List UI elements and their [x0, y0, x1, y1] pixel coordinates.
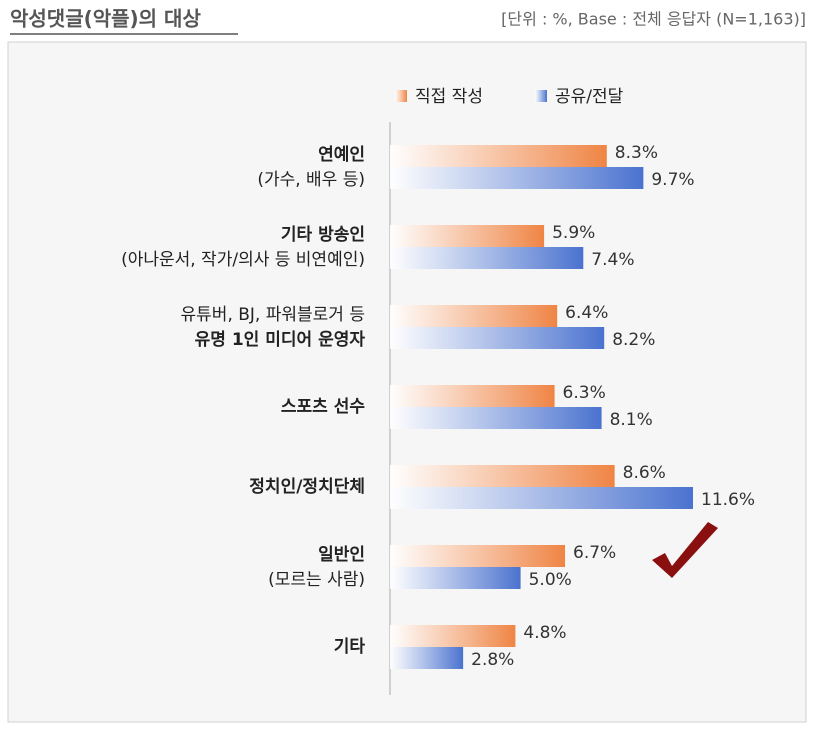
category-label: (가수, 배우 등) — [257, 170, 365, 190]
value-label: 8.1% — [610, 410, 653, 430]
bar — [390, 385, 555, 407]
bar — [390, 247, 584, 269]
legend-label: 공유/전달 — [555, 87, 624, 107]
check-mark — [652, 522, 718, 578]
value-label: 6.3% — [563, 383, 606, 403]
plot-frame — [7, 41, 807, 723]
bar — [390, 145, 607, 167]
category-label: 유명 1인 미디어 운영자 — [195, 330, 366, 350]
category-label: 유튜버, BJ, 파워블로거 등 — [181, 305, 365, 325]
category-label: 기타 방송인 — [281, 225, 365, 245]
bar — [390, 625, 516, 647]
value-label: 8.2% — [612, 330, 655, 350]
category-label: 스포츠 선수 — [281, 397, 365, 417]
value-label: 5.9% — [552, 223, 595, 243]
bar — [390, 327, 605, 349]
category-label: 정치인/정치단체 — [249, 477, 365, 497]
bar — [390, 647, 464, 669]
value-label: 8.3% — [615, 143, 658, 163]
legend-swatch — [535, 90, 547, 102]
category-label: 연예인 — [318, 145, 365, 165]
category-label: 기타 — [334, 637, 366, 657]
value-label: 4.8% — [523, 623, 566, 643]
value-label: 7.4% — [591, 250, 634, 270]
chart-subtitle: [단위 : %, Base : 전체 응답자 (N=1,163)] — [501, 10, 806, 29]
bar — [390, 545, 566, 567]
value-label: 6.7% — [573, 543, 616, 563]
value-label: 6.4% — [565, 303, 608, 323]
category-label: (모르는 사람) — [268, 570, 365, 590]
bar — [390, 465, 615, 487]
legend-label: 직접 작성 — [415, 87, 483, 107]
category-label: (아나운서, 작가/의사 등 비연예인) — [121, 250, 365, 270]
value-label: 5.0% — [529, 570, 572, 590]
value-label: 9.7% — [651, 170, 694, 190]
category-label: 일반인 — [318, 545, 365, 565]
chart-title: 악성댓글(악플)의 대상 — [10, 7, 201, 31]
bar — [390, 167, 644, 189]
bar — [390, 225, 545, 247]
value-label: 2.8% — [471, 650, 514, 670]
bar — [390, 487, 693, 509]
value-label: 8.6% — [623, 463, 666, 483]
bar — [390, 567, 521, 589]
bar — [390, 407, 602, 429]
value-label: 11.6% — [701, 490, 755, 510]
legend-swatch — [395, 90, 407, 102]
bar — [390, 305, 558, 327]
